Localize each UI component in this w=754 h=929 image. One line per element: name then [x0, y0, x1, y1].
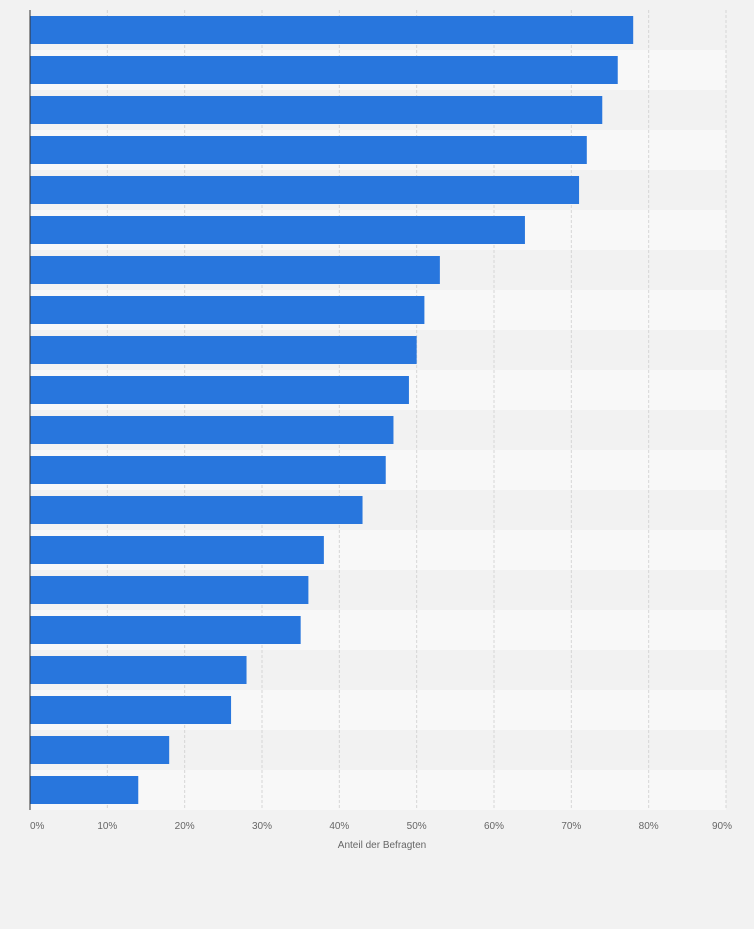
x-tick-label: 60% [484, 821, 504, 832]
bar [30, 416, 394, 444]
bar [30, 776, 139, 804]
x-tick-label: 50% [407, 821, 427, 832]
bar [30, 536, 324, 564]
bar [30, 736, 170, 764]
bars [30, 16, 634, 804]
bar [30, 56, 618, 84]
bar [30, 16, 634, 44]
x-axis-title: Anteil der Befragten [338, 840, 426, 851]
bar [30, 96, 603, 124]
bar [30, 616, 301, 644]
bar [30, 216, 525, 244]
bar [30, 576, 309, 604]
bar [30, 136, 587, 164]
x-tick-label: 40% [329, 821, 349, 832]
bar [30, 336, 417, 364]
bar [30, 296, 425, 324]
bar [30, 656, 247, 684]
x-tick-label: 20% [175, 821, 195, 832]
bar [30, 376, 409, 404]
x-tick-label: 90% [712, 821, 732, 832]
bar [30, 496, 363, 524]
x-tick-label: 30% [252, 821, 272, 832]
x-tick-label: 0% [30, 821, 45, 832]
row-band [30, 770, 726, 810]
x-tick-label: 70% [561, 821, 581, 832]
x-tick-label: 10% [97, 821, 117, 832]
row-bands [30, 10, 726, 810]
x-tick-label: 80% [639, 821, 659, 832]
bar [30, 256, 440, 284]
x-axis-ticks: 0% 10% 20% 30% 40% 50% 60% 70% 80% 90% [30, 821, 732, 832]
bar [30, 696, 232, 724]
bar [30, 456, 386, 484]
bar [30, 176, 580, 204]
